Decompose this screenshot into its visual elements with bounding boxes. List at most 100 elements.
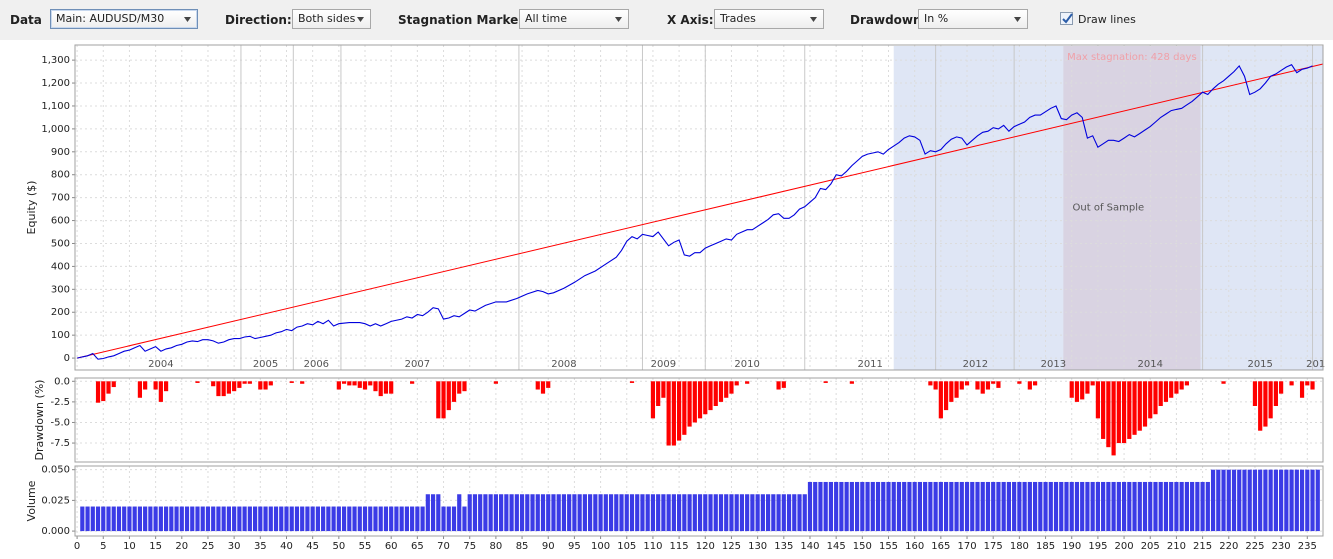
bar [980, 381, 985, 394]
bar [1221, 381, 1226, 384]
bar [1101, 481, 1106, 532]
bar [478, 494, 483, 532]
data-select[interactable]: Main: AUDUSD/M30 [50, 9, 198, 29]
bar [1190, 481, 1195, 532]
bar [1043, 481, 1048, 532]
bar [608, 494, 614, 532]
x-tick-label: 185 [1036, 541, 1055, 552]
bar [211, 381, 216, 387]
x-tick-label: 110 [643, 541, 662, 552]
bar [368, 381, 373, 386]
bar [1137, 481, 1142, 532]
bar [279, 506, 284, 532]
draw-lines-checkbox[interactable] [1060, 12, 1073, 25]
bar [347, 381, 352, 386]
bar [352, 506, 357, 532]
y-tick-label: 1,000 [41, 124, 70, 135]
drawdown-select-value: In % [924, 12, 949, 25]
y-tick-label: 700 [51, 193, 70, 204]
bar [624, 494, 629, 532]
bar [1205, 481, 1210, 532]
stagnation-select[interactable]: All time [519, 9, 629, 29]
bar [682, 381, 687, 435]
bar [540, 494, 546, 532]
bar [1080, 381, 1085, 400]
direction-select[interactable]: Both sides [292, 9, 371, 29]
bar [1299, 381, 1305, 398]
bar [111, 381, 116, 388]
bar [143, 506, 148, 532]
bar [1085, 381, 1090, 394]
bar [697, 494, 703, 532]
bar [1221, 469, 1226, 532]
bar [95, 506, 101, 532]
bar [368, 506, 373, 532]
draw-lines-label[interactable]: Draw lines [1078, 13, 1136, 26]
bar [933, 481, 938, 532]
bar [849, 481, 854, 532]
x-tick-label: 15 [149, 541, 162, 552]
x-tick-label: 210 [1167, 541, 1186, 552]
bar [446, 381, 451, 411]
bar [818, 481, 823, 532]
bar [373, 506, 378, 532]
bar [184, 506, 190, 532]
x-axis-select[interactable]: Trades [714, 9, 824, 29]
bar [394, 506, 399, 532]
drawdown-select[interactable]: In % [918, 9, 1028, 29]
bar [917, 481, 923, 532]
bar [1121, 481, 1127, 532]
x-tick-label: 145 [827, 541, 846, 552]
bar [179, 506, 184, 532]
bar [232, 381, 237, 392]
x-tick-label: 220 [1219, 541, 1238, 552]
bar [923, 481, 928, 532]
bar [776, 494, 781, 532]
bar [383, 506, 389, 532]
bar [1116, 381, 1121, 444]
bar [1263, 381, 1268, 427]
year-label: 2004 [148, 359, 173, 370]
bar [1132, 381, 1137, 435]
bar [546, 381, 551, 388]
bar [1268, 469, 1273, 532]
bar [582, 494, 587, 532]
year-label: 201 [1306, 359, 1325, 370]
bar [928, 481, 933, 532]
bar [451, 506, 457, 532]
year-label: 2006 [304, 359, 329, 370]
data-label: Data [10, 13, 42, 27]
bar [457, 381, 462, 394]
dropdown-arrow [1014, 17, 1021, 22]
bar [1095, 481, 1100, 532]
bar [844, 481, 849, 532]
bar [362, 506, 368, 532]
y-tick-label: 900 [51, 147, 70, 158]
bar [132, 506, 137, 532]
bar [221, 506, 226, 532]
bar [362, 381, 368, 390]
bar [1132, 481, 1137, 532]
bar [1279, 381, 1284, 394]
bar [959, 481, 964, 532]
bar [1095, 381, 1100, 419]
x-tick-label: 0 [74, 541, 80, 552]
bar [546, 494, 551, 532]
x-tick-label: 190 [1062, 541, 1081, 552]
x-tick-label: 65 [411, 541, 424, 552]
bar [1153, 481, 1158, 532]
bar [101, 381, 106, 402]
bar [122, 506, 127, 532]
bar [1200, 481, 1205, 532]
bar [964, 481, 970, 532]
bar [598, 494, 603, 532]
x-tick-label: 100 [591, 541, 610, 552]
year-label: 2013 [1041, 359, 1066, 370]
bar [1263, 469, 1268, 532]
x-tick-label: 95 [568, 541, 581, 552]
x-tick-label: 90 [542, 541, 555, 552]
x-tick-label: 155 [879, 541, 898, 552]
bar [1169, 381, 1174, 398]
bar [336, 381, 341, 390]
